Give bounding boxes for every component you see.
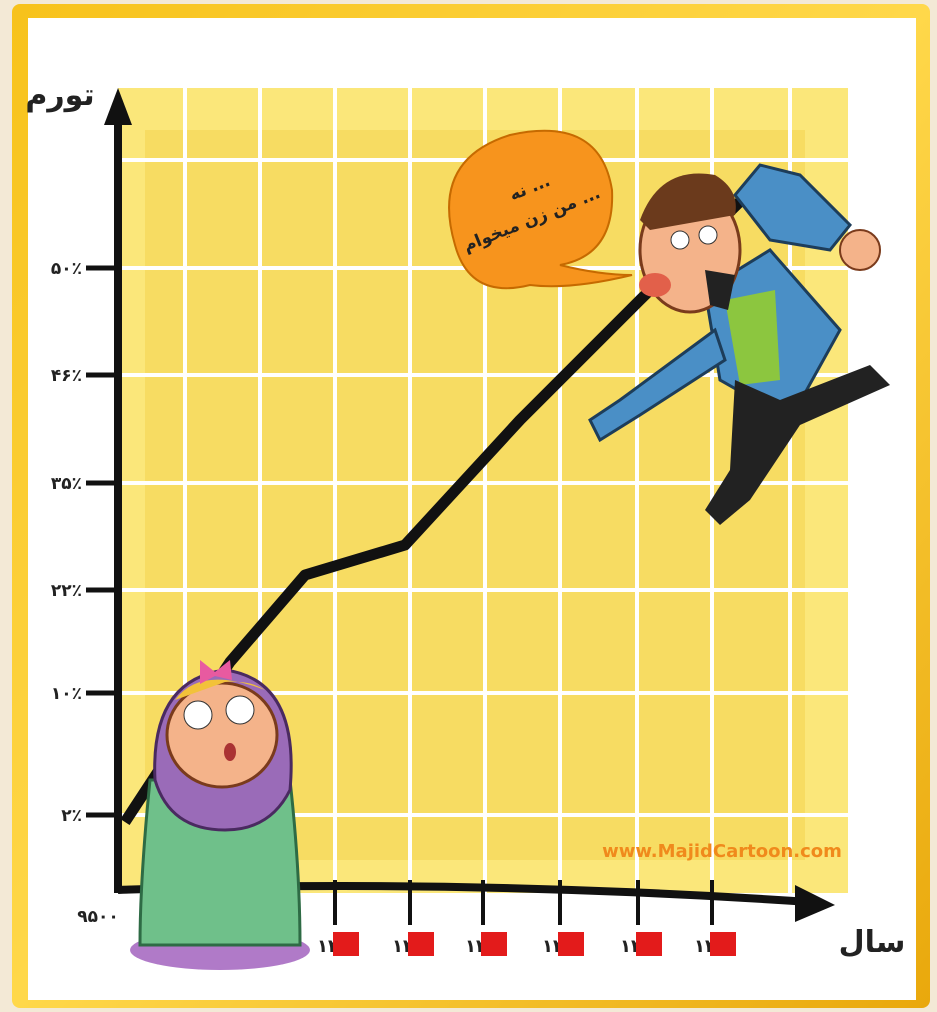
y-tick-label: ۱۰٪ [51, 684, 82, 704]
y-tick-label: ۵۰٪ [51, 259, 82, 279]
watermark: www.MajidCartoon.com [602, 841, 842, 862]
y-tick-label: ۲٪ [61, 806, 82, 826]
x-origin-label: ۹۵۰۰ [77, 907, 119, 927]
censor-mark [710, 932, 736, 956]
x-axis-title: سال [839, 925, 906, 960]
y-axis-title: تورم [25, 78, 94, 113]
censor-mark [333, 932, 359, 956]
y-tick-label: ۳۵٪ [51, 474, 82, 494]
censor-mark [636, 932, 662, 956]
censor-mark [408, 932, 434, 956]
cartoon: نه ... من زن میخوام ... تورم سال ۹۵۰۰ ww… [0, 0, 937, 1012]
y-tick-label: ۴۶٪ [51, 366, 82, 386]
censor-mark [558, 932, 584, 956]
censor-mark [481, 932, 507, 956]
page: {"y_axis": {"title": "تورم", "ticks": ["… [0, 0, 937, 1012]
y-tick-label: ۲۲٪ [51, 581, 82, 601]
